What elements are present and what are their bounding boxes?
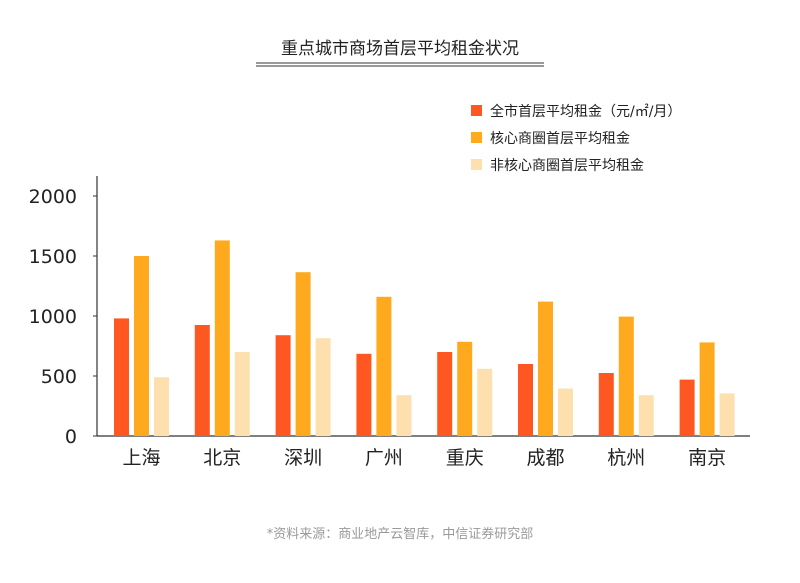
- bar: [234, 352, 250, 436]
- bar: [638, 395, 654, 436]
- bar: [679, 379, 695, 436]
- bar: [396, 395, 412, 436]
- bar: [376, 296, 392, 436]
- bar: [356, 353, 372, 436]
- source-note: *资料来源：商业地产云智库，中信证券研究部: [267, 526, 534, 542]
- bars: 上海 北京 深圳 广州 重庆 成都 杭州 南京: [114, 240, 735, 469]
- chart-title: 重点城市商场首层平均租金状况: [281, 39, 519, 59]
- bar: [598, 373, 614, 436]
- x-tick-label: 南京: [688, 447, 726, 469]
- y-tick-label: 1000: [29, 306, 77, 328]
- y-tick-label: 0: [65, 426, 77, 448]
- x-tick-label: 杭州: [607, 447, 645, 469]
- legend-swatch: [471, 159, 482, 170]
- bar: [114, 318, 129, 436]
- bar: [214, 240, 230, 436]
- bar: [518, 364, 533, 436]
- bar: [477, 368, 493, 436]
- x-tick-label: 深圳: [284, 447, 322, 469]
- bar: [295, 272, 311, 436]
- legend-label: 全市首层平均租金（元/㎡/月）: [490, 103, 681, 120]
- bar: [538, 301, 553, 436]
- bar: [457, 341, 473, 436]
- legend-swatch: [471, 132, 482, 143]
- x-tick-label: 上海: [122, 447, 160, 469]
- y-tick-label: 500: [41, 366, 77, 388]
- x-tick-label: 成都: [526, 447, 564, 469]
- x-tick-label: 广州: [365, 447, 403, 469]
- bar: [719, 393, 735, 436]
- y-tick-label: 1500: [29, 246, 77, 268]
- bar: [154, 377, 169, 436]
- legend-label: 核心商圈首层平均租金: [490, 131, 630, 147]
- legend-swatch: [471, 105, 482, 116]
- bar: [194, 325, 210, 436]
- bar: [437, 352, 453, 436]
- x-tick-label: 北京: [203, 447, 241, 469]
- bar: [134, 256, 149, 436]
- y-tick-label: 2000: [29, 186, 77, 208]
- legend-label: 非核心商圈首层平均租金: [490, 158, 644, 174]
- bar: [699, 342, 715, 436]
- bar: [315, 338, 331, 436]
- x-tick-label: 重庆: [446, 447, 484, 469]
- bar: [618, 316, 634, 436]
- bar: [275, 335, 291, 436]
- bar: [558, 388, 573, 436]
